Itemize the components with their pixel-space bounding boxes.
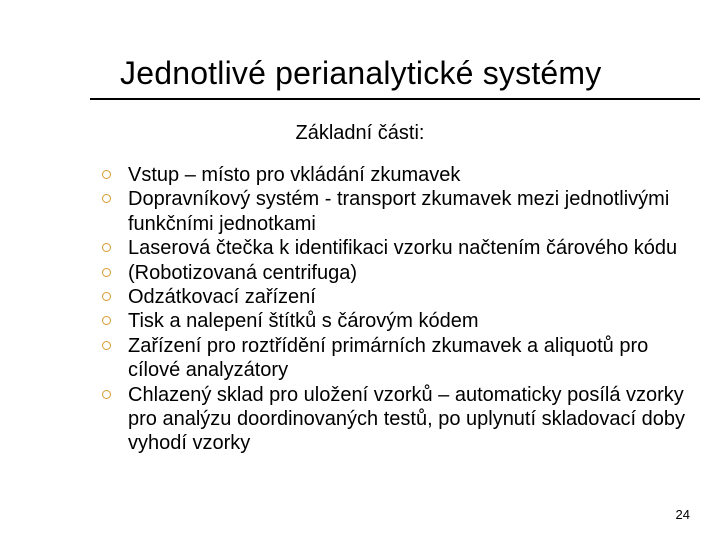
list-item: Vstup – místo pro vkládání zkumavek <box>100 163 690 187</box>
list-item: Tisk a nalepení štítků s čárovým kódem <box>100 309 690 333</box>
list-item: Laserová čtečka k identifikaci vzorku na… <box>100 236 690 260</box>
list-item: (Robotizovaná centrifuga) <box>100 261 690 285</box>
list-item: Dopravníkový systém - transport zkumavek… <box>100 187 690 236</box>
bullet-list: Vstup – místo pro vkládání zkumavek Dopr… <box>100 163 690 456</box>
list-item: Odzátkovací zařízení <box>100 285 690 309</box>
slide-title: Jednotlivé perianalytické systémy <box>120 55 670 92</box>
list-item: Chlazený sklad pro uložení vzorků – auto… <box>100 383 690 456</box>
list-item: Zařízení pro roztřídění primárních zkuma… <box>100 334 690 383</box>
slide: Jednotlivé perianalytické systémy Základ… <box>0 0 720 540</box>
slide-subtitle: Základní části: <box>50 122 670 145</box>
page-number: 24 <box>676 507 690 522</box>
title-rule <box>90 98 700 100</box>
